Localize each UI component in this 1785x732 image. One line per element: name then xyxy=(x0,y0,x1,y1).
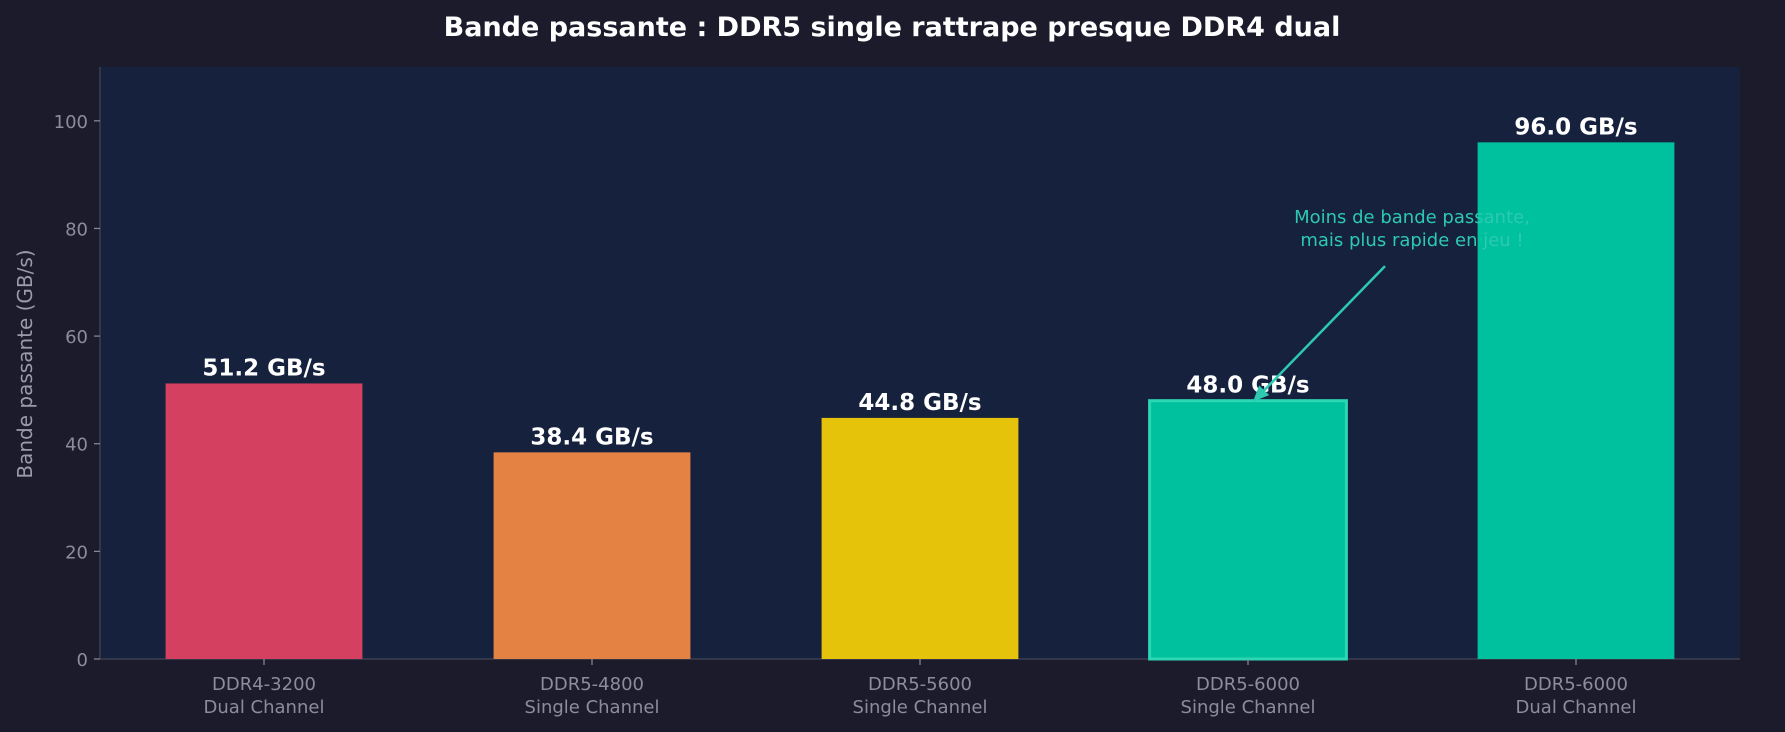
y-tick-label: 80 xyxy=(65,219,88,240)
annotation-arrow-head xyxy=(1253,385,1270,402)
bar-value-label: 38.4 GB/s xyxy=(530,424,653,450)
x-tick-label: Single Channel xyxy=(525,697,660,718)
y-tick-label: 20 xyxy=(65,542,88,563)
annotation-text: Moins de bande passante, xyxy=(1294,207,1530,228)
annotation-text: mais plus rapide en jeu ! xyxy=(1300,230,1523,251)
bar-value-label: 51.2 GB/s xyxy=(202,355,325,381)
y-tick-label: 60 xyxy=(65,327,88,348)
chart-title: Bande passante : DDR5 single rattrape pr… xyxy=(444,12,1341,43)
bar-value-label: 96.0 GB/s xyxy=(1514,114,1637,140)
x-tick-label: Single Channel xyxy=(853,697,988,718)
x-tick-label: DDR5-6000 xyxy=(1524,674,1628,695)
x-tick-label: DDR5-5600 xyxy=(868,674,972,695)
y-tick-label: 100 xyxy=(54,112,88,133)
bar xyxy=(165,383,363,659)
bar xyxy=(493,452,691,659)
annotation-arrow-line xyxy=(1258,265,1386,397)
bar xyxy=(1148,399,1348,661)
x-tick-label: Single Channel xyxy=(1181,697,1316,718)
y-tick-label: 0 xyxy=(77,650,88,671)
bar-value-label: 48.0 GB/s xyxy=(1186,373,1309,399)
y-tick-label: 40 xyxy=(65,435,88,456)
bar-value-label: 44.8 GB/s xyxy=(858,390,981,416)
y-axis-label: Bande passante (GB/s) xyxy=(13,249,37,478)
bar xyxy=(1477,142,1675,659)
x-tick-label: DDR5-4800 xyxy=(540,674,644,695)
bar xyxy=(821,417,1019,659)
x-tick-label: Dual Channel xyxy=(204,697,325,718)
x-tick-label: DDR5-6000 xyxy=(1196,674,1300,695)
x-tick-label: DDR4-3200 xyxy=(212,674,316,695)
x-tick-label: Dual Channel xyxy=(1516,697,1637,718)
